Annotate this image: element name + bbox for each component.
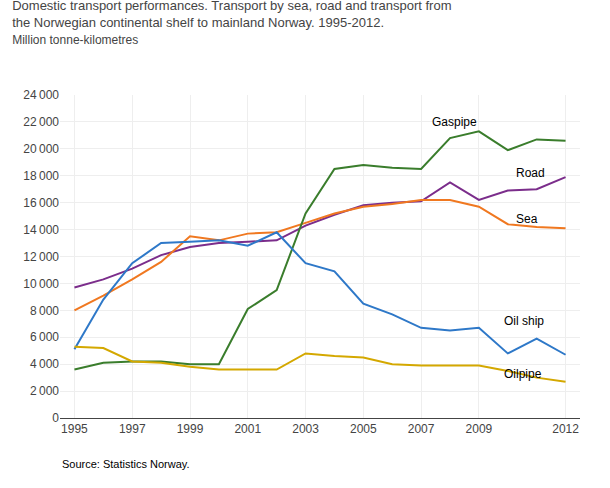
svg-text:24 000: 24 000 xyxy=(23,88,59,102)
svg-text:1999: 1999 xyxy=(177,422,204,436)
svg-text:Source: Statistics Norway.: Source: Statistics Norway. xyxy=(62,458,190,470)
svg-text:Road: Road xyxy=(516,166,545,180)
svg-text:Oilpipe: Oilpipe xyxy=(504,367,542,381)
svg-text:2007: 2007 xyxy=(408,422,435,436)
svg-text:12 000: 12 000 xyxy=(23,250,59,264)
svg-text:14 000: 14 000 xyxy=(23,223,59,237)
svg-text:16 000: 16 000 xyxy=(23,196,59,210)
svg-text:2005: 2005 xyxy=(350,422,377,436)
svg-text:2012: 2012 xyxy=(552,422,579,436)
svg-text:2009: 2009 xyxy=(466,422,493,436)
svg-text:18 000: 18 000 xyxy=(23,169,59,183)
svg-text:Oil ship: Oil ship xyxy=(504,314,544,328)
svg-text:22 000: 22 000 xyxy=(23,115,59,129)
svg-text:10 000: 10 000 xyxy=(23,277,59,291)
svg-text:0: 0 xyxy=(52,411,59,425)
svg-text:2 000: 2 000 xyxy=(30,384,59,398)
svg-text:8 000: 8 000 xyxy=(30,304,59,318)
svg-text:Domestic transport performance: Domestic transport performances. Transpo… xyxy=(12,0,451,47)
svg-text:2001: 2001 xyxy=(234,422,261,436)
svg-text:20 000: 20 000 xyxy=(23,142,59,156)
svg-text:2003: 2003 xyxy=(292,422,319,436)
svg-text:Gaspipe: Gaspipe xyxy=(432,115,477,129)
svg-text:Sea: Sea xyxy=(516,212,538,226)
svg-text:1997: 1997 xyxy=(119,422,146,436)
svg-text:4 000: 4 000 xyxy=(30,357,59,371)
svg-text:6 000: 6 000 xyxy=(30,330,59,344)
svg-text:1995: 1995 xyxy=(61,422,88,436)
